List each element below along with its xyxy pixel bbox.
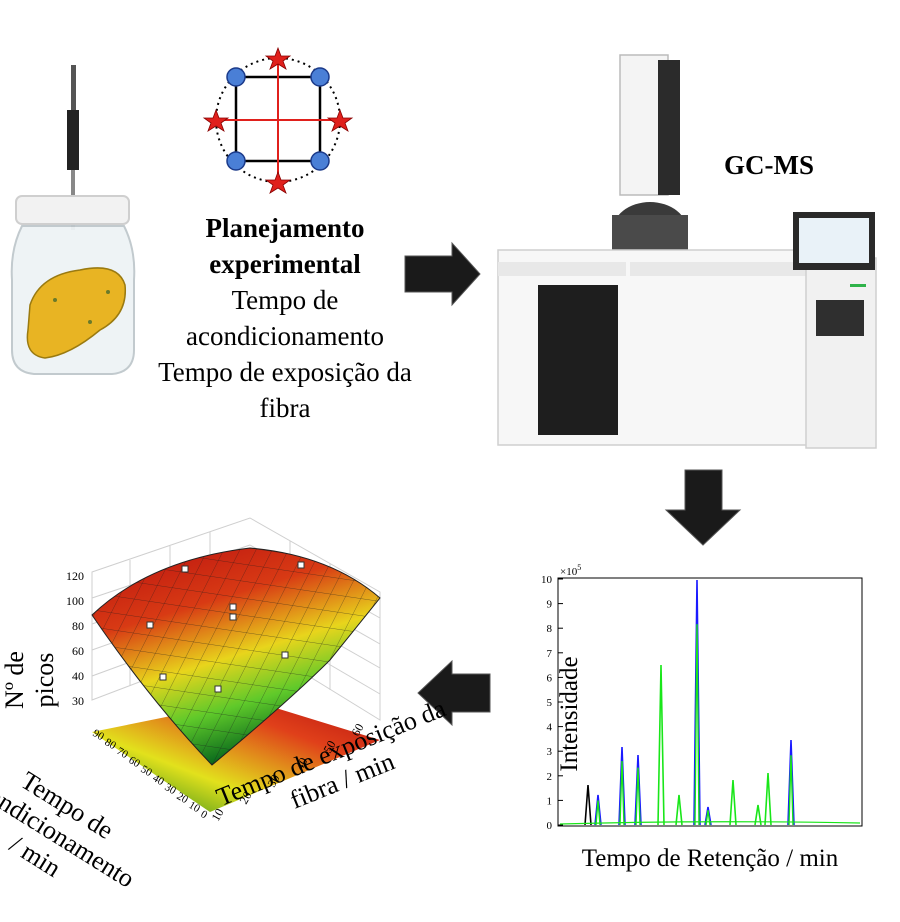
gc-ms-instrument-illustration (497, 54, 877, 449)
star-point (202, 108, 230, 132)
surface-z-tick: 80 (72, 619, 84, 633)
chromatogram-y-tick: 10 (541, 574, 553, 586)
star-point (264, 46, 292, 70)
star-point (326, 108, 354, 132)
arrow-left-icon (417, 659, 491, 727)
chromatogram-peak-overlay (635, 767, 641, 826)
design-point (226, 151, 246, 171)
experimental-point (297, 561, 305, 569)
experimental-point (229, 613, 237, 621)
chromatogram-peak (693, 579, 701, 826)
flow-arrows (404, 241, 742, 727)
gc-ms-label: GC-MS (724, 150, 814, 180)
experimental-point (229, 603, 237, 611)
chromatogram-exponent: ×105 (560, 563, 581, 578)
star-point (264, 170, 292, 194)
experimental-design-text: Planejamento experimental Tempo de acond… (140, 210, 430, 426)
experimental-point (181, 565, 189, 573)
design-point (226, 67, 246, 87)
chromatogram-peak (764, 772, 772, 826)
jar-with-papaya-illustration (10, 65, 136, 375)
chromatogram-x-label: Tempo de Retenção / min (581, 845, 839, 872)
chromatogram-peak (584, 784, 592, 826)
surface-z-tick: 100 (66, 594, 84, 608)
experimental-point (159, 673, 167, 681)
surface-y-tick: 0 (199, 808, 210, 821)
chromatogram-y-tick: 1 (547, 795, 553, 807)
design-point (310, 151, 330, 171)
surface-z-tick: 60 (72, 644, 84, 658)
chromatogram-peak (618, 746, 626, 826)
design-factor-1a: Tempo de (231, 285, 339, 315)
chromatogram-peak (704, 806, 712, 826)
chromatogram-y-tick: 0 (547, 820, 553, 832)
surface-z-label: Nº de picos (0, 610, 60, 750)
chromatogram-y-tick: 5 (547, 697, 553, 709)
design-factor-2a: Tempo de exposição da (158, 357, 412, 387)
chromatogram-peak (634, 754, 642, 826)
design-point (310, 67, 330, 87)
chromatogram-chart: 0 1 2 3 4 5 6 7 8 9 10 ×105 (541, 563, 863, 832)
chromatogram-y-tick: 8 (547, 623, 553, 635)
chromatogram-peak-overlay (705, 810, 711, 826)
chromatogram-peak-overlay (595, 800, 601, 826)
experimental-point (281, 651, 289, 659)
surface-z-label-line: Nº de (0, 651, 29, 709)
design-title: Planejamento experimental (205, 213, 365, 279)
chromatogram-y-tick: 6 (547, 672, 553, 684)
chromatogram-peak (754, 804, 762, 826)
experimental-design-diagram (202, 46, 354, 194)
chromatogram-peak-overlay (788, 755, 794, 826)
chromatogram-y-tick: 7 (547, 648, 553, 660)
surface-z-tick: 40 (72, 669, 84, 683)
chromatogram-y-tick: 3 (547, 746, 553, 758)
chromatogram-baseline (559, 821, 861, 825)
chromatogram-peak (729, 779, 737, 826)
chromatogram-y-tick: 4 (547, 722, 553, 734)
design-factor-1b: acondicionamento (186, 321, 384, 351)
arrow-down-icon (664, 469, 742, 546)
chromatogram-peak-overlay (694, 624, 700, 826)
surface-z-label-line: picos (30, 652, 59, 708)
chromatogram-y-tick: 9 (547, 599, 553, 611)
chromatogram-y-tick: 2 (547, 771, 553, 783)
surface-z-tick: 30 (72, 694, 84, 708)
experimental-point (146, 621, 154, 629)
surface-z-tick: 120 (66, 569, 84, 583)
surface-floor-projection (92, 700, 380, 812)
design-factor-2b: fibra (259, 393, 311, 423)
chromatogram-peak (675, 794, 683, 826)
arrow-right-icon (404, 241, 481, 307)
chromatogram-peak-overlay (619, 761, 625, 826)
chromatogram-peak (657, 664, 665, 826)
experimental-point (214, 685, 222, 693)
chromatogram-peak (594, 794, 602, 826)
chromatogram-peak (787, 739, 795, 826)
